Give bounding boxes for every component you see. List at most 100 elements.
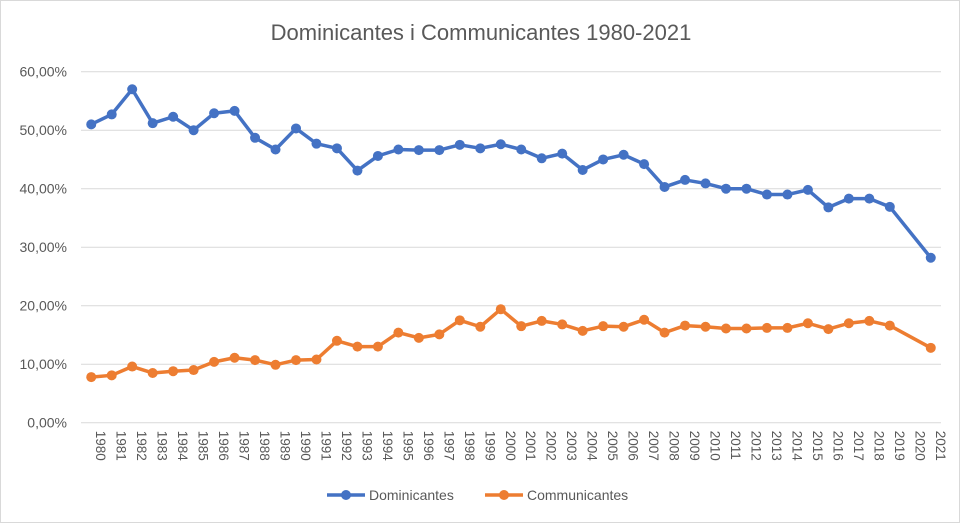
x-tick-label: 2015 [810,431,825,461]
data-point-communicantes [475,321,486,332]
legend-marker-communicantes [499,490,509,500]
data-point-communicantes [434,329,445,340]
data-point-dominicantes [331,143,342,154]
data-point-communicantes [557,319,568,330]
x-tick-label: 1988 [257,431,272,461]
x-tick-label: 2007 [646,431,661,461]
data-point-communicantes [823,324,834,335]
data-point-dominicantes [864,193,875,204]
data-point-communicantes [454,315,465,326]
data-point-communicantes [761,322,772,333]
x-tick-label: 1980 [93,431,108,461]
data-point-communicantes [536,315,547,326]
x-tick-label: 1994 [380,431,395,462]
data-point-dominicantes [843,193,854,204]
legend-label-dominicantes: Dominicantes [369,487,454,503]
data-point-dominicantes [925,252,936,263]
data-point-communicantes [884,320,895,331]
x-tick-label: 1987 [237,431,252,461]
data-point-communicantes [782,322,793,333]
data-point-communicantes [516,321,527,332]
x-tick-label: 1989 [278,431,293,461]
x-tick-label: 1985 [196,431,211,461]
data-point-dominicantes [127,84,138,95]
chart-title: Dominicantes i Communicantes 1980-2021 [271,20,692,45]
data-point-dominicantes [639,159,650,170]
data-point-dominicantes [229,105,240,116]
x-tick-label: 2019 [892,431,907,461]
x-tick-label: 1986 [216,431,231,461]
y-tick-label: 0,00% [27,415,67,431]
x-tick-label: 1993 [359,431,374,461]
data-point-communicantes [680,320,691,331]
data-point-communicantes [188,365,199,376]
y-tick-label: 20,00% [20,298,67,314]
data-point-communicantes [741,323,752,334]
x-tick-label: 1998 [462,431,477,461]
data-point-dominicantes [413,145,424,156]
data-point-dominicantes [680,174,691,185]
x-tick-label: 2001 [523,431,538,461]
data-point-communicantes [864,315,875,326]
data-point-communicantes [372,341,383,352]
x-tick-label: 2003 [564,431,579,461]
data-point-communicantes [352,341,363,352]
x-tick-label: 1997 [441,431,456,461]
data-point-dominicantes [516,144,527,155]
data-point-dominicantes [598,154,609,165]
x-tick-label: 1996 [421,431,436,461]
data-point-dominicantes [475,143,486,154]
legend-label-communicantes: Communicantes [527,487,628,503]
data-point-communicantes [721,323,731,334]
data-point-communicantes [925,342,936,353]
data-point-dominicantes [86,119,97,130]
data-point-communicantes [229,352,240,363]
x-tick-label: 2021 [933,431,948,461]
data-point-communicantes [802,318,813,329]
data-point-dominicantes [188,125,199,136]
data-point-communicantes [700,321,711,332]
data-point-dominicantes [782,189,793,200]
x-tick-label: 2005 [605,431,620,461]
x-tick-label: 2014 [789,431,804,462]
legend-marker-dominicantes [341,490,351,500]
x-tick-label: 1991 [318,431,333,461]
x-tick-label: 2011 [728,431,743,460]
x-tick-label: 2013 [769,431,784,461]
data-point-dominicantes [823,202,834,213]
data-point-dominicantes [168,111,179,122]
x-tick-label: 1995 [400,431,415,461]
x-tick-label: 1992 [339,431,354,461]
data-point-communicantes [843,318,854,329]
data-point-communicantes [147,367,158,378]
y-tick-label: 60,00% [20,64,67,80]
x-tick-label: 2010 [708,431,723,461]
x-tick-label: 2020 [912,431,927,461]
data-point-communicantes [270,359,281,370]
data-point-communicantes [291,355,301,366]
x-tick-label: 1984 [175,431,190,462]
data-point-dominicantes [454,139,465,150]
y-tick-label: 10,00% [20,356,67,372]
y-tick-label: 50,00% [20,122,67,138]
data-point-communicantes [577,325,588,336]
data-point-dominicantes [802,184,813,195]
data-point-dominicantes [270,144,281,155]
data-point-dominicantes [372,150,383,161]
data-point-communicantes [168,366,179,377]
data-point-dominicantes [434,145,445,156]
x-tick-label: 2006 [626,431,641,461]
x-tick-label: 2017 [851,431,866,461]
data-point-dominicantes [761,189,772,200]
data-point-dominicantes [147,118,158,129]
data-point-communicantes [209,356,220,367]
data-point-communicantes [495,304,506,315]
data-point-dominicantes [495,139,506,150]
data-point-communicantes [250,355,261,366]
data-point-dominicantes [741,183,752,194]
x-tick-label: 2008 [667,431,682,461]
x-tick-label: 1999 [482,431,497,461]
data-point-dominicantes [618,149,629,160]
data-point-dominicantes [393,144,404,155]
